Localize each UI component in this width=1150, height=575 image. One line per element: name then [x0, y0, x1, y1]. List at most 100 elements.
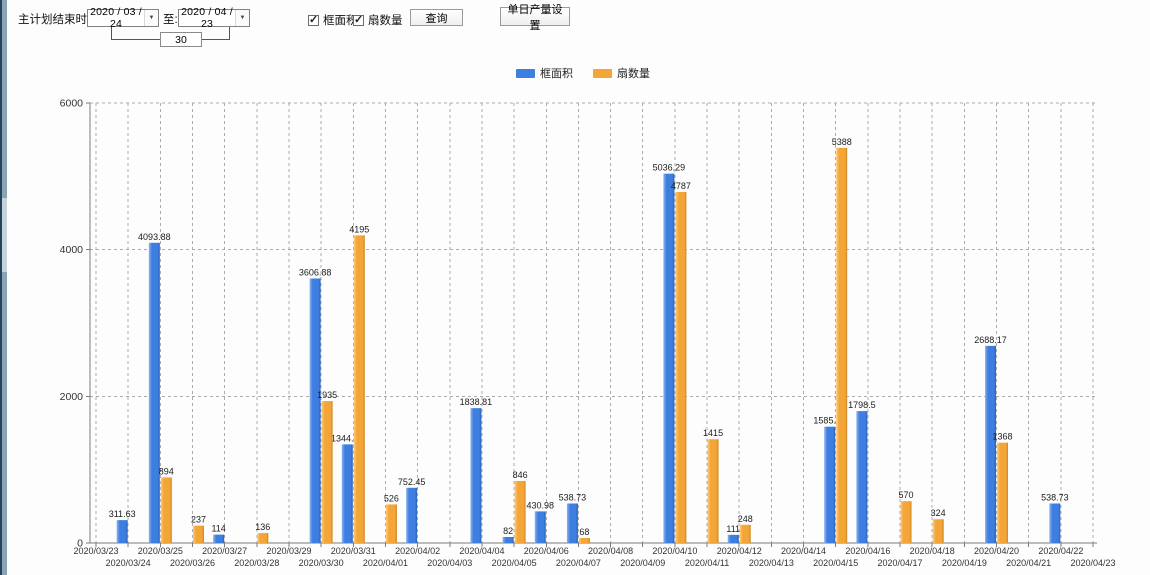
- svg-text:2688.17: 2688.17: [974, 335, 1007, 345]
- svg-text:538.73: 538.73: [1041, 492, 1069, 502]
- svg-text:2020/03/31: 2020/03/31: [331, 546, 376, 556]
- end-date-value: 2020 / 04 / 23: [181, 6, 233, 30]
- sash-count-swatch-icon: [593, 68, 612, 78]
- legend-label-frame-area: 框面积: [540, 68, 573, 80]
- svg-text:2000: 2000: [60, 391, 84, 403]
- query-button[interactable]: 查询: [410, 9, 463, 26]
- legend-item-sash-count: 扇数量: [593, 65, 650, 81]
- svg-text:2020/03/30: 2020/03/30: [299, 558, 344, 568]
- start-date-value: 2020 / 03 / 24: [90, 6, 142, 30]
- sash-count-checkbox[interactable]: [353, 13, 364, 26]
- svg-text:2020/04/04: 2020/04/04: [459, 546, 504, 556]
- svg-text:1935: 1935: [317, 390, 337, 400]
- svg-text:1838.81: 1838.81: [460, 397, 493, 407]
- svg-text:2020/04/10: 2020/04/10: [652, 546, 697, 556]
- side-panel-handle[interactable]: [2, 198, 7, 272]
- svg-text:311.63: 311.63: [109, 509, 136, 519]
- svg-text:2020/04/03: 2020/04/03: [427, 558, 472, 568]
- svg-text:4000: 4000: [60, 244, 84, 256]
- connector-line: [111, 27, 112, 40]
- svg-text:2020/03/23: 2020/03/23: [73, 546, 118, 556]
- svg-text:4093.88: 4093.88: [138, 232, 171, 242]
- svg-text:2020/04/13: 2020/04/13: [749, 558, 794, 568]
- to-label: 至:: [163, 14, 178, 26]
- svg-text:2020/04/16: 2020/04/16: [845, 546, 890, 556]
- end-date-picker[interactable]: 2020 / 04 / 23 ▼: [178, 6, 250, 30]
- svg-text:136: 136: [255, 522, 270, 532]
- svg-text:526: 526: [384, 493, 399, 503]
- svg-text:68: 68: [579, 527, 589, 537]
- connector-line: [111, 39, 160, 40]
- daily-output-settings-button[interactable]: 单日产量设置: [500, 4, 570, 32]
- window-edge-dark: [0, 0, 2, 575]
- svg-text:2020/04/06: 2020/04/06: [524, 546, 569, 556]
- svg-text:0: 0: [77, 538, 83, 550]
- svg-text:752.45: 752.45: [398, 477, 426, 487]
- svg-text:570: 570: [899, 490, 914, 500]
- svg-text:2020/04/15: 2020/04/15: [813, 558, 858, 568]
- svg-text:2020/03/29: 2020/03/29: [266, 546, 311, 556]
- legend-label-sash-count: 扇数量: [617, 68, 650, 80]
- svg-text:2020/04/09: 2020/04/09: [620, 558, 665, 568]
- svg-text:894: 894: [159, 466, 174, 476]
- end-date-dropdown-icon[interactable]: ▼: [235, 10, 249, 26]
- svg-text:248: 248: [738, 514, 753, 524]
- svg-text:1798.5: 1798.5: [848, 400, 876, 410]
- connector-line: [202, 39, 230, 40]
- chart-legend: 框面积 扇数量: [516, 65, 650, 81]
- svg-text:2020/04/23: 2020/04/23: [1070, 558, 1115, 568]
- svg-text:538.73: 538.73: [559, 492, 587, 502]
- svg-text:2020/04/17: 2020/04/17: [878, 558, 923, 568]
- day-span-input[interactable]: 30: [160, 32, 202, 47]
- svg-text:2020/03/28: 2020/03/28: [234, 558, 279, 568]
- start-date-picker[interactable]: 2020 / 03 / 24 ▼: [87, 6, 159, 30]
- svg-text:2020/04/22: 2020/04/22: [1038, 546, 1083, 556]
- svg-text:324: 324: [931, 508, 946, 518]
- svg-text:2020/04/21: 2020/04/21: [1006, 558, 1051, 568]
- svg-text:114: 114: [211, 524, 225, 534]
- svg-text:111: 111: [726, 524, 740, 534]
- svg-text:1585.96: 1585.96: [813, 416, 846, 426]
- connector-line: [229, 27, 230, 40]
- svg-text:3606.88: 3606.88: [299, 267, 332, 277]
- start-date-dropdown-icon[interactable]: ▼: [144, 10, 158, 26]
- svg-text:6000: 6000: [60, 98, 84, 110]
- svg-text:2020/04/11: 2020/04/11: [685, 558, 729, 568]
- svg-text:82: 82: [503, 526, 513, 536]
- svg-text:5388: 5388: [832, 137, 852, 147]
- svg-text:237: 237: [191, 515, 206, 525]
- sash-count-checkbox-group[interactable]: 扇数量: [353, 12, 403, 28]
- svg-text:2020/04/14: 2020/04/14: [781, 546, 826, 556]
- svg-text:2020/04/19: 2020/04/19: [942, 558, 987, 568]
- frame-area-checkbox[interactable]: [308, 13, 319, 26]
- svg-text:430.98: 430.98: [526, 500, 554, 510]
- window-edge-light: [2, 0, 7, 575]
- svg-text:2020/04/02: 2020/04/02: [395, 546, 440, 556]
- svg-text:2020/04/01: 2020/04/01: [363, 558, 408, 568]
- svg-text:2020/04/20: 2020/04/20: [974, 546, 1019, 556]
- svg-text:846: 846: [513, 470, 528, 480]
- svg-text:1344.95: 1344.95: [331, 433, 364, 443]
- svg-text:2020/03/25: 2020/03/25: [138, 546, 183, 556]
- svg-text:4787: 4787: [671, 181, 691, 191]
- svg-text:2020/04/05: 2020/04/05: [492, 558, 537, 568]
- svg-text:2020/04/08: 2020/04/08: [588, 546, 633, 556]
- svg-text:2020/04/18: 2020/04/18: [910, 546, 955, 556]
- svg-text:4195: 4195: [349, 224, 369, 234]
- sash-count-checkbox-label: 扇数量: [368, 15, 403, 27]
- svg-text:1415: 1415: [703, 428, 723, 438]
- svg-text:1368: 1368: [993, 432, 1013, 442]
- svg-text:2020/03/26: 2020/03/26: [170, 558, 215, 568]
- frame-area-checkbox-label: 框面积: [323, 15, 358, 27]
- svg-text:2020/03/27: 2020/03/27: [202, 546, 247, 556]
- svg-text:2020/04/07: 2020/04/07: [556, 558, 601, 568]
- svg-text:5036.29: 5036.29: [653, 163, 686, 173]
- svg-text:2020/04/12: 2020/04/12: [717, 546, 762, 556]
- frame-area-checkbox-group[interactable]: 框面积: [308, 12, 358, 28]
- day-span-value: 30: [175, 33, 187, 46]
- frame-area-swatch-icon: [516, 68, 535, 78]
- legend-item-frame-area: 框面积: [516, 65, 573, 81]
- end-time-label: 主计划结束时间:: [18, 14, 102, 26]
